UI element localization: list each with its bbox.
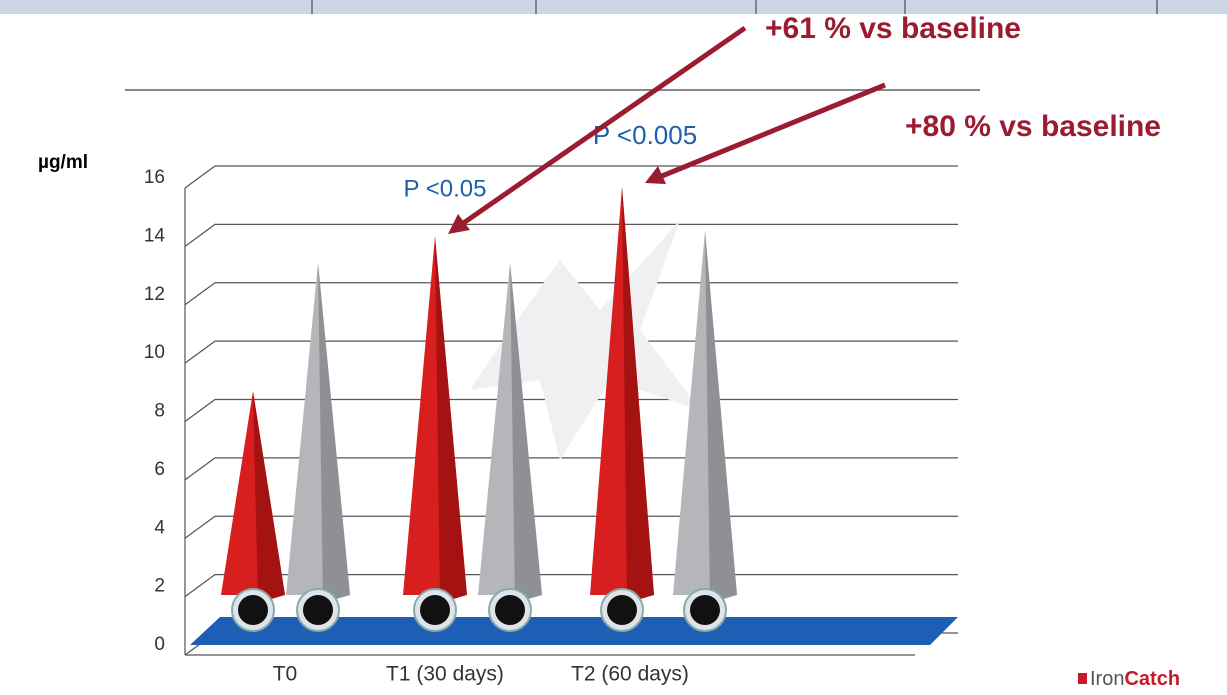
grid-line — [185, 166, 958, 188]
spike-base-core — [303, 595, 333, 625]
spike-base-core — [690, 595, 720, 625]
logo-mark — [1078, 673, 1087, 684]
y-tick-label: 0 — [154, 634, 165, 655]
annotation: +61 % vs baseline — [765, 12, 1021, 45]
spike-base-core — [495, 595, 525, 625]
y-tick-label: 12 — [144, 284, 165, 305]
y-unit: µg/ml — [38, 152, 88, 173]
spike-shade — [622, 187, 654, 603]
x-tick-label: T1 (30 days) — [386, 663, 504, 686]
spike-base-core — [420, 595, 450, 625]
spike-shade — [318, 263, 350, 603]
y-tick-label: 10 — [144, 342, 165, 363]
spike-base-core — [607, 595, 637, 625]
logo-part: Iron — [1090, 668, 1124, 690]
spike-base-core — [238, 595, 268, 625]
y-tick-label: 4 — [154, 517, 165, 538]
top-strip — [0, 0, 1227, 14]
spike-shade — [705, 231, 737, 603]
logo-part: Catch — [1124, 668, 1180, 690]
grid-line — [185, 224, 958, 246]
x-tick-label: T0 — [273, 663, 298, 686]
y-tick-label: 6 — [154, 459, 165, 480]
y-tick-label: 14 — [144, 225, 166, 246]
logo: IronCatch — [1090, 668, 1180, 690]
chart: µg/ml IronCatch 0 2 4 6 8 10 12 14 16 T0 T1 (30 da… — [0, 0, 1227, 695]
p-value: P <0.05 — [404, 175, 487, 202]
annotation: +80 % vs baseline — [905, 110, 1161, 143]
spike-shade — [435, 236, 467, 603]
y-tick-label: 8 — [154, 401, 165, 422]
spike-shade — [253, 391, 285, 603]
y-tick-label: 16 — [144, 167, 165, 188]
x-tick-label: T2 (60 days) — [571, 663, 689, 686]
y-tick-label: 2 — [154, 576, 165, 597]
